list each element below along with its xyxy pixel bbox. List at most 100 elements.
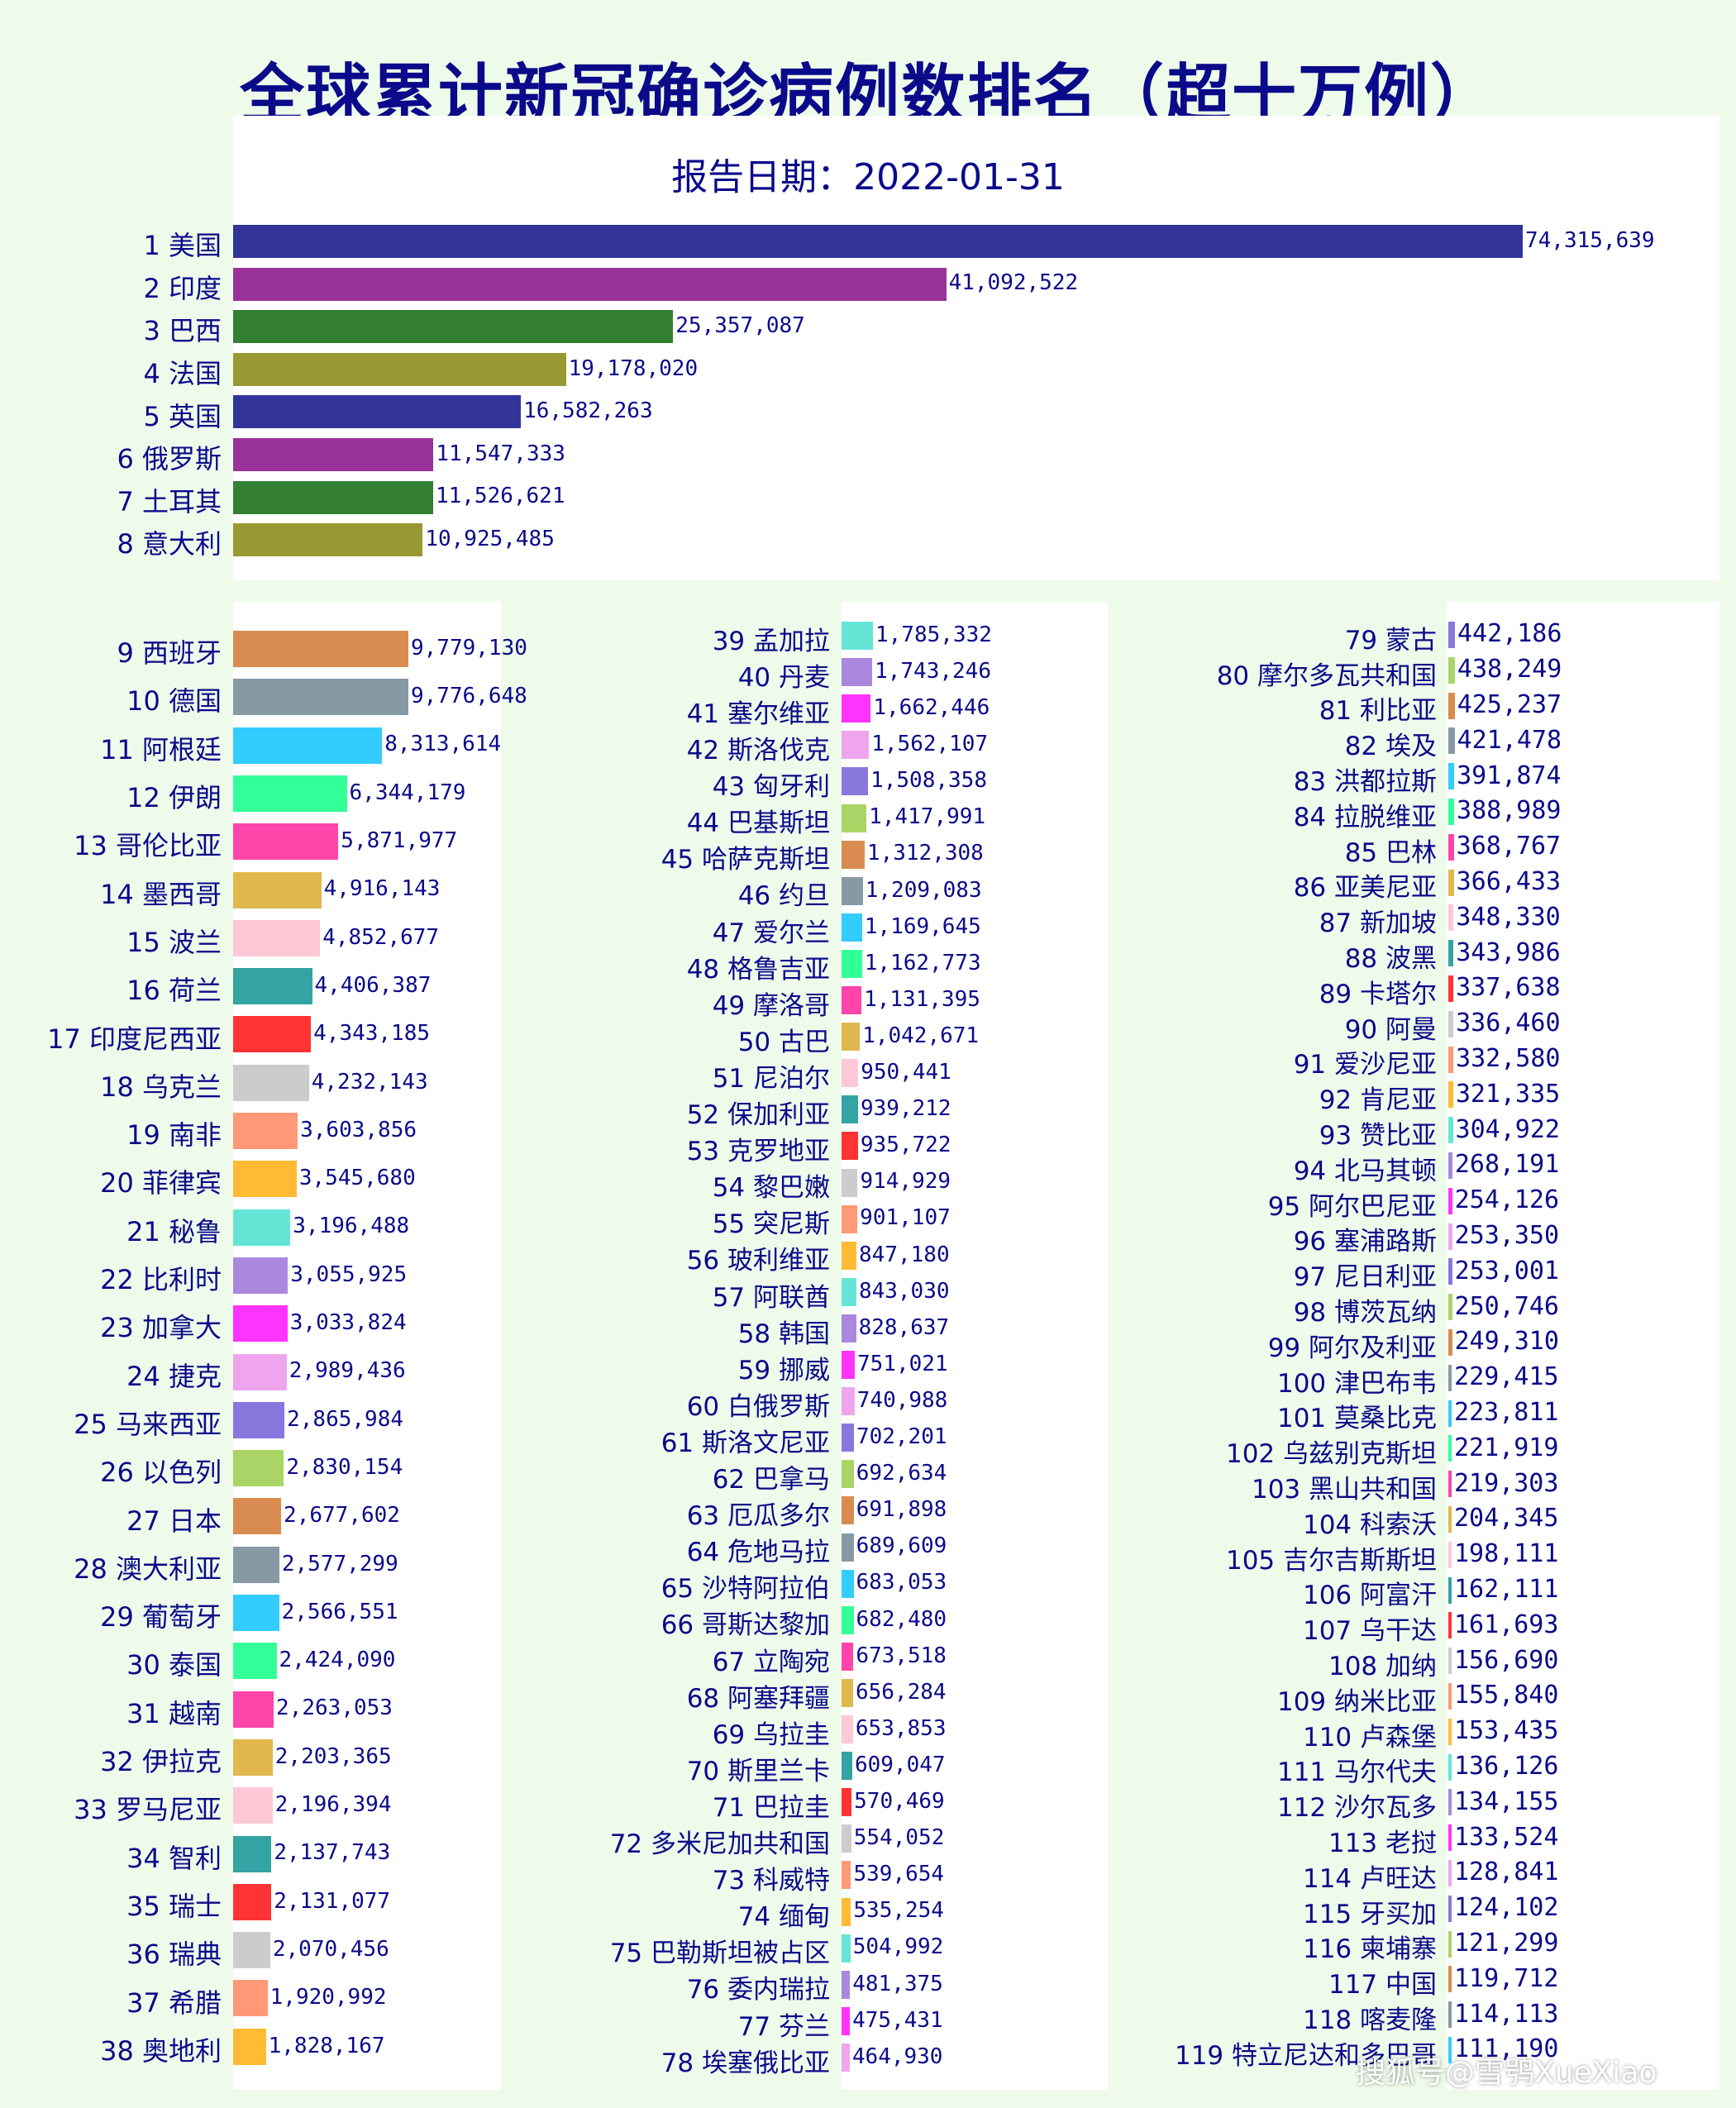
bar-72 bbox=[842, 1824, 851, 1853]
value-label-51: 950,441 bbox=[861, 1060, 951, 1085]
bar-85 bbox=[1448, 833, 1454, 861]
value-label-98: 250,746 bbox=[1454, 1291, 1559, 1321]
bar-38 bbox=[233, 2028, 266, 2065]
country-label-87: 87 新加坡 bbox=[1319, 909, 1437, 939]
value-label-111: 136,126 bbox=[1454, 1752, 1559, 1781]
country-label-51: 51 尼泊尔 bbox=[712, 1063, 830, 1094]
country-label-72: 72 多米尼加共和国 bbox=[609, 1829, 830, 1860]
country-label-84: 84 拉脱维亚 bbox=[1293, 802, 1437, 832]
value-label-92: 321,335 bbox=[1455, 1079, 1561, 1109]
country-label-107: 107 乌干达 bbox=[1302, 1616, 1437, 1647]
bar-70 bbox=[842, 1752, 852, 1781]
country-label-43: 43 匈牙利 bbox=[712, 772, 830, 803]
bar-15 bbox=[233, 919, 321, 956]
country-label-33: 33 罗马尼亚 bbox=[74, 1794, 222, 1826]
value-label-96: 253,350 bbox=[1454, 1221, 1560, 1250]
country-label-56: 56 玻利维亚 bbox=[686, 1246, 830, 1276]
value-label-45: 1,312,308 bbox=[866, 841, 984, 866]
bar-3 bbox=[233, 310, 674, 344]
bar-87 bbox=[1448, 904, 1454, 932]
country-label-90: 90 阿曼 bbox=[1344, 1014, 1437, 1045]
bar-78 bbox=[842, 2043, 850, 2072]
bar-73 bbox=[842, 1861, 851, 1890]
value-label-97: 253,001 bbox=[1454, 1256, 1559, 1285]
value-label-67: 673,518 bbox=[856, 1643, 947, 1668]
value-label-59: 751,021 bbox=[856, 1351, 948, 1376]
value-label-57: 843,030 bbox=[858, 1278, 950, 1304]
country-label-7: 7 土耳其 bbox=[117, 485, 222, 517]
value-label-38: 1,828,167 bbox=[268, 2033, 385, 2058]
bar-77 bbox=[842, 2006, 851, 2035]
country-label-97: 97 尼日利亚 bbox=[1293, 1262, 1437, 1293]
bar-74 bbox=[842, 1897, 851, 1926]
country-label-105: 105 吉尔吉斯斯坦 bbox=[1225, 1545, 1437, 1576]
country-label-49: 49 摩洛哥 bbox=[712, 990, 830, 1021]
value-label-91: 332,580 bbox=[1456, 1044, 1561, 1073]
value-label-20: 3,545,680 bbox=[298, 1166, 416, 1191]
value-label-93: 304,922 bbox=[1455, 1114, 1560, 1144]
value-label-110: 153,435 bbox=[1454, 1716, 1559, 1746]
country-label-57: 57 阿联酋 bbox=[712, 1282, 830, 1313]
value-label-58: 828,637 bbox=[858, 1314, 950, 1340]
country-label-21: 21 秘鲁 bbox=[126, 1215, 222, 1247]
bar-20 bbox=[233, 1161, 297, 1198]
bar-119 bbox=[1448, 2037, 1452, 2063]
country-label-54: 54 黎巴嫩 bbox=[712, 1173, 830, 1204]
bar-12 bbox=[233, 775, 347, 812]
value-label-27: 2,677,602 bbox=[284, 1503, 400, 1529]
country-label-89: 89 卡塔尔 bbox=[1319, 979, 1437, 1009]
country-label-115: 115 牙买加 bbox=[1302, 1899, 1437, 1929]
value-label-21: 3,196,488 bbox=[293, 1214, 410, 1239]
country-label-46: 46 约旦 bbox=[737, 881, 830, 912]
value-label-6: 11,547,333 bbox=[436, 441, 565, 466]
country-label-24: 24 捷克 bbox=[126, 1360, 222, 1392]
value-label-118: 114,113 bbox=[1454, 1999, 1559, 2029]
bar-68 bbox=[842, 1678, 853, 1707]
value-label-35: 2,131,077 bbox=[274, 1888, 391, 1914]
bar-29 bbox=[233, 1595, 279, 1631]
country-label-66: 66 哥斯达黎加 bbox=[661, 1610, 830, 1641]
bar-40 bbox=[842, 658, 873, 687]
country-label-14: 14 墨西哥 bbox=[100, 878, 222, 910]
bar-107 bbox=[1448, 1612, 1452, 1639]
bar-91 bbox=[1448, 1046, 1454, 1073]
country-label-102: 102 乌兹别克斯坦 bbox=[1225, 1439, 1437, 1470]
bar-84 bbox=[1448, 799, 1455, 825]
value-label-4: 19,178,020 bbox=[568, 355, 699, 381]
country-label-104: 104 科索沃 bbox=[1302, 1509, 1437, 1540]
country-label-5: 5 英国 bbox=[143, 400, 222, 432]
country-label-73: 73 科威特 bbox=[712, 1866, 830, 1896]
value-label-30: 2,424,090 bbox=[279, 1648, 396, 1673]
country-label-37: 37 希腊 bbox=[126, 1986, 222, 2019]
value-label-70: 609,047 bbox=[854, 1752, 946, 1777]
country-label-20: 20 菲律宾 bbox=[100, 1167, 222, 1199]
value-label-105: 198,111 bbox=[1454, 1539, 1559, 1569]
bar-99 bbox=[1448, 1329, 1452, 1356]
bar-105 bbox=[1448, 1541, 1452, 1568]
country-label-25: 25 马来西亚 bbox=[74, 1408, 222, 1440]
bar-58 bbox=[842, 1314, 856, 1343]
bar-53 bbox=[842, 1132, 858, 1161]
value-label-56: 847,180 bbox=[859, 1242, 950, 1267]
country-label-114: 114 卢旺达 bbox=[1302, 1863, 1437, 1894]
country-label-103: 103 黑山共和国 bbox=[1251, 1474, 1437, 1505]
bar-52 bbox=[842, 1095, 858, 1124]
bar-101 bbox=[1448, 1400, 1452, 1427]
country-label-35: 35 瑞士 bbox=[126, 1890, 222, 1922]
country-label-60: 60 白俄罗斯 bbox=[686, 1391, 830, 1422]
value-label-50: 1,042,671 bbox=[862, 1023, 980, 1048]
value-label-113: 133,524 bbox=[1454, 1822, 1559, 1852]
value-label-14: 4,916,143 bbox=[323, 876, 441, 902]
bar-86 bbox=[1448, 869, 1454, 896]
value-label-28: 2,577,299 bbox=[281, 1551, 398, 1576]
value-label-102: 221,919 bbox=[1454, 1433, 1559, 1462]
country-label-110: 110 卢森堡 bbox=[1302, 1722, 1437, 1753]
value-label-10: 9,776,648 bbox=[410, 684, 527, 709]
country-label-38: 38 奥地利 bbox=[100, 2034, 222, 2067]
bar-115 bbox=[1448, 1895, 1452, 1922]
value-label-88: 343,986 bbox=[1456, 937, 1561, 967]
value-label-44: 1,417,991 bbox=[869, 804, 986, 830]
value-label-9: 9,779,130 bbox=[411, 635, 527, 661]
value-label-62: 692,634 bbox=[856, 1461, 947, 1486]
value-label-1: 74,315,639 bbox=[1525, 227, 1655, 253]
